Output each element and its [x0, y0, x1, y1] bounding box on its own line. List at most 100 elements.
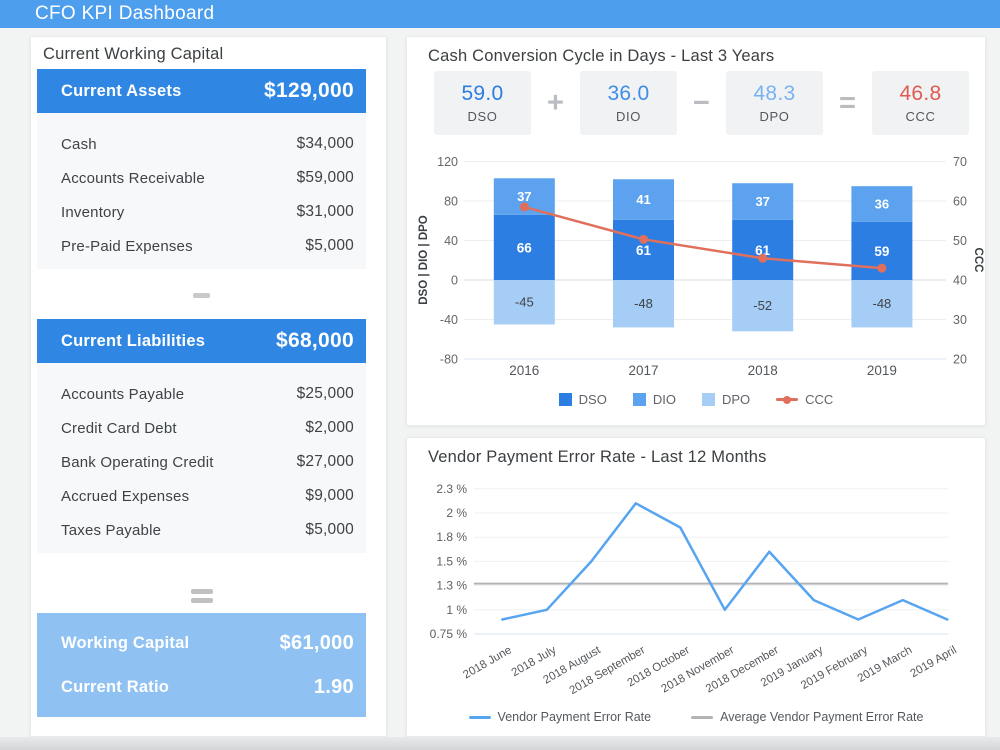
header-bar: CFO KPI Dashboard	[0, 0, 1000, 28]
ccc-left-axis-title: DSO | DIO | DPO	[418, 215, 430, 305]
legend-dot	[783, 395, 792, 404]
liability-row: Taxes Payable $5,000	[37, 513, 366, 547]
svg-text:-45: -45	[515, 295, 534, 310]
asset-row: Accounts Receivable $59,000	[37, 161, 366, 195]
svg-text:66: 66	[517, 240, 533, 255]
asset-row-label: Inventory	[61, 203, 125, 221]
summary-row-label: Working Capital	[61, 633, 190, 652]
formula-label-dio: DIO	[616, 109, 641, 124]
svg-text:2018: 2018	[748, 363, 778, 378]
current-liabilities-label: Current Liabilities	[61, 331, 206, 350]
legend-item-dso[interactable]: DSO	[558, 392, 607, 407]
asset-row: Cash $34,000	[37, 127, 366, 161]
formula-operator: −	[693, 86, 710, 119]
legend-item-dio[interactable]: DIO	[632, 392, 676, 407]
formula-label-dso: DSO	[467, 109, 498, 124]
legend-label: DSO	[578, 392, 607, 407]
vendor-chart-legend: Vendor Payment Error Rate Average Vendor …	[407, 710, 985, 724]
liability-row-value: $9,000	[305, 487, 354, 504]
ccc-right-axis-title: CCC	[972, 248, 984, 273]
svg-text:1.3 %: 1.3 %	[436, 579, 467, 593]
formula-operator: =	[839, 86, 856, 119]
svg-text:2018 September: 2018 September	[568, 644, 648, 697]
liability-row: Bank Operating Credit $27,000	[37, 445, 366, 479]
ccc-axis-ticks: 120 80 40 0 -40 -80 70 60 50 40 30 20	[437, 155, 967, 367]
vendor-error-rate-card: Vendor Payment Error Rate - Last 12 Mont…	[406, 437, 986, 737]
svg-text:2 %: 2 %	[446, 506, 467, 520]
summary-row: Current Ratio 1.90	[37, 665, 366, 709]
legend-swatch	[558, 393, 572, 406]
legend-line-marker	[776, 395, 799, 404]
legend-item-ccc[interactable]: CCC	[776, 392, 833, 407]
svg-text:37: 37	[517, 189, 531, 204]
asset-row-value: $59,000	[296, 169, 354, 186]
svg-text:36: 36	[875, 196, 889, 211]
liability-row: Credit Card Debt $2,000	[37, 411, 366, 445]
working-capital-title: Current Working Capital	[43, 45, 224, 63]
formula-label-dpo: DPO	[759, 109, 790, 124]
formula-box-dso: 59.0 DSO	[434, 71, 531, 135]
formula-box-dio: 36.0 DIO	[580, 71, 677, 135]
asset-row: Inventory $31,000	[37, 195, 366, 229]
legend-label: DPO	[721, 392, 751, 407]
legend-line-marker	[468, 715, 491, 719]
svg-text:-48: -48	[873, 296, 892, 311]
legend-label: CCC	[805, 392, 834, 407]
liability-row-label: Accrued Expenses	[61, 487, 190, 505]
liability-row-label: Credit Card Debt	[61, 419, 177, 437]
svg-text:70: 70	[953, 155, 967, 169]
svg-text:-40: -40	[440, 313, 458, 327]
summary-row: Working Capital $61,000	[37, 621, 366, 665]
vendor-error-line	[501, 502, 949, 621]
svg-text:-80: -80	[440, 353, 458, 367]
svg-text:61: 61	[636, 243, 652, 258]
svg-text:2016: 2016	[509, 363, 539, 378]
current-assets-label: Current Assets	[61, 81, 182, 100]
svg-text:60: 60	[953, 195, 967, 209]
svg-text:59: 59	[874, 244, 889, 259]
cash-conversion-cycle-card: Cash Conversion Cycle in Days - Last 3 Y…	[406, 36, 986, 426]
vendor-chart-canvas[interactable]: 2.3 % 2 % 1.8 % 1.5 % 1.3 % 1 % 0.75 % 2018 Jun…	[407, 478, 987, 710]
page-title: CFO KPI Dashboard	[35, 3, 215, 24]
ccc-chart-legend: DSO DIO DPO CCC	[407, 392, 985, 407]
asset-row-value: $5,000	[305, 237, 354, 254]
summary-row-value: 1.90	[313, 675, 354, 698]
legend-item-dpo[interactable]: DPO	[701, 392, 751, 407]
formula-value-dpo: 48.3	[753, 82, 796, 105]
svg-text:1.8 %: 1.8 %	[436, 530, 467, 544]
svg-text:-52: -52	[753, 298, 772, 313]
svg-text:1 %: 1 %	[446, 603, 467, 617]
ccc-chart-title: Cash Conversion Cycle in Days - Last 3 Y…	[428, 47, 775, 65]
svg-text:40: 40	[953, 274, 967, 288]
asset-row-label: Accounts Receivable	[61, 169, 205, 187]
svg-text:61: 61	[755, 243, 771, 258]
ccc-chart-canvas[interactable]: 37 66 -45 2016 41 61 -48 2017 37 61 -52 2018 36 59 -48…	[407, 137, 987, 387]
legend-swatch	[701, 393, 715, 406]
svg-text:2019: 2019	[867, 363, 897, 378]
ccc-bars: 37 66 -45 2016 41 61 -48 2017 37 61 -52 2018 36 59 -48…	[493, 178, 913, 378]
svg-text:-48: -48	[634, 296, 653, 311]
svg-text:2018 June: 2018 June	[461, 644, 514, 681]
asset-row-label: Pre-Paid Expenses	[61, 237, 193, 255]
liability-row-value: $25,000	[296, 385, 354, 402]
equals-divider	[37, 589, 366, 603]
svg-text:2019 April: 2019 April	[908, 644, 958, 680]
summary-row-value: $61,000	[279, 631, 354, 654]
legend-label: Vendor Payment Error Rate	[497, 710, 652, 724]
current-liabilities-header-row: Current Liabilities $68,000	[37, 319, 366, 363]
svg-text:2.3 %: 2.3 %	[436, 482, 467, 496]
bottom-strip	[0, 737, 1000, 750]
asset-row-value: $31,000	[296, 203, 354, 220]
current-assets-value: $129,000	[264, 79, 354, 102]
current-liabilities-value: $68,000	[275, 329, 354, 352]
minus-divider	[37, 293, 366, 298]
legend-item[interactable]: Vendor Payment Error Rate	[468, 710, 652, 724]
ccc-formula-row: 59.0 DSO +36.0 DIO − 48.3 DPO = 46.8 CCC	[434, 70, 969, 136]
svg-text:50: 50	[953, 234, 967, 248]
formula-label-ccc: CCC	[905, 109, 936, 124]
legend-line-marker	[691, 715, 714, 719]
formula-value-dso: 59.0	[461, 82, 504, 105]
legend-item[interactable]: Average Vendor Payment Error Rate	[691, 710, 923, 724]
ccc-line-series	[519, 202, 887, 273]
